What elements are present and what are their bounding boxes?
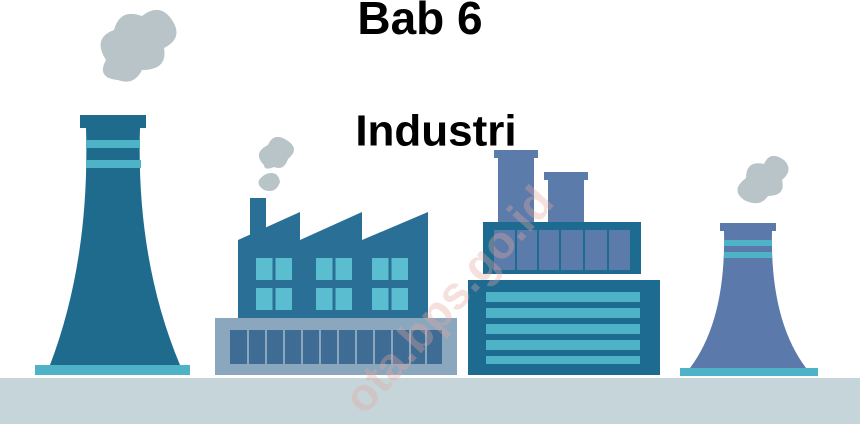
chapter-label: Bab 6 <box>357 0 482 44</box>
cover-illustration: ota.bps.go.id Bab 6 Industri <box>0 0 860 424</box>
chapter-title: Industri <box>355 107 516 156</box>
cooling-tower-left <box>35 10 190 375</box>
ground <box>0 378 860 424</box>
cooling-tower-right <box>680 156 818 376</box>
page: ota.bps.go.id Bab 6 Industri (() => { co… <box>0 0 860 424</box>
